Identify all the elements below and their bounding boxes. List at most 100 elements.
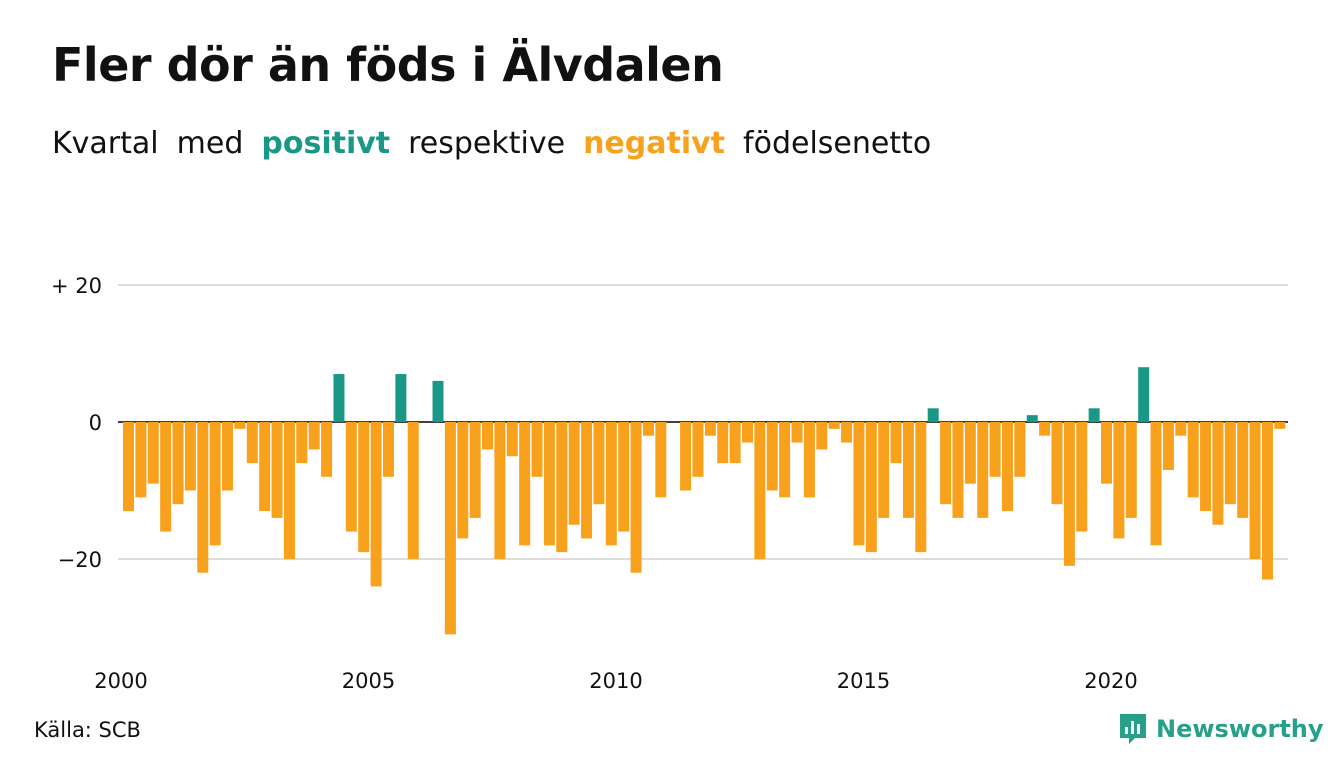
bar-negative [729, 422, 741, 464]
brand-name: Newsworthy [1156, 715, 1324, 743]
bar-negative [271, 422, 283, 518]
bar-negative [1187, 422, 1199, 498]
subtitle-part-2: med [176, 126, 244, 161]
x-tick-label: 2000 [94, 669, 147, 693]
bar-negative [259, 422, 271, 512]
bar-negative [865, 422, 877, 553]
bar-negative [581, 422, 593, 539]
bar-negative [147, 422, 159, 484]
bar-negative [283, 422, 295, 559]
bar-negative [234, 422, 246, 429]
bar-negative [209, 422, 221, 546]
bar-negative [853, 422, 865, 546]
subtitle-part-3: respektive [408, 126, 566, 161]
bar-negative [618, 422, 630, 532]
bar-negative [1150, 422, 1162, 546]
bar-positive [1026, 415, 1038, 422]
bar-negative [469, 422, 481, 518]
bar-negative [1224, 422, 1236, 505]
subtitle-positive-word: positivt [261, 126, 391, 161]
bar-negative [568, 422, 580, 525]
bar-negative [482, 422, 494, 450]
subtitle-part-1: Kvartal [52, 126, 159, 161]
bar-negative [803, 422, 815, 498]
bar-negative [184, 422, 196, 491]
bar-positive [1138, 367, 1150, 422]
bar-negative [1101, 422, 1113, 484]
bar-negative [370, 422, 382, 587]
bar-negative [1237, 422, 1249, 518]
bar-negative [506, 422, 518, 457]
bar-negative [135, 422, 147, 498]
y-tick-label: + 20 [51, 274, 102, 298]
bar-negative [321, 422, 333, 477]
bars [123, 367, 1286, 635]
bar-negative [828, 422, 840, 429]
bar-negative [531, 422, 543, 477]
bar-negative [222, 422, 234, 491]
y-tick-label: 0 [89, 411, 102, 435]
bar-negative [407, 422, 419, 559]
bar-negative [197, 422, 209, 573]
bar-negative [160, 422, 172, 532]
bar-negative [1175, 422, 1187, 436]
bar-negative [1113, 422, 1125, 539]
bar-negative [642, 422, 654, 436]
bar-negative [680, 422, 692, 491]
bar-negative [717, 422, 729, 464]
grid-lines [118, 284, 1288, 560]
bar-negative [989, 422, 1001, 477]
bar-negative [915, 422, 927, 553]
bar-negative [692, 422, 704, 477]
bar-negative [1274, 422, 1286, 429]
bar-negative [766, 422, 778, 491]
bar-negative [1014, 422, 1026, 477]
bar-positive [333, 374, 345, 422]
bar-negative [1076, 422, 1088, 532]
bar-negative [1001, 422, 1013, 512]
bar-negative [742, 422, 753, 443]
bar-negative [940, 422, 952, 505]
bar-negative [841, 422, 853, 443]
y-axis-tick-labels: + 20 0 −20 [51, 274, 102, 572]
bar-negative [902, 422, 914, 518]
bar-negative [1261, 422, 1273, 580]
x-tick-label: 2020 [1084, 669, 1137, 693]
bar-negative [457, 422, 469, 539]
bar-negative [246, 422, 258, 464]
bar-negative [977, 422, 989, 518]
bar-negative [952, 422, 964, 518]
bar-negative [1249, 422, 1261, 559]
bar-negative [358, 422, 370, 553]
bar-positive [927, 408, 939, 422]
chart-title: Fler dör än föds i Älvdalen [52, 38, 724, 92]
bar-negative [1051, 422, 1063, 505]
bar-negative [630, 422, 642, 573]
bar-negative [123, 422, 134, 512]
bar-negative [1125, 422, 1137, 518]
bar-negative [1162, 422, 1174, 470]
bar-negative [964, 422, 976, 484]
chart-subtitle: Kvartal med positivt respektive negativt föde… [52, 126, 949, 161]
bar-negative [791, 422, 803, 443]
bar-negative [382, 422, 394, 477]
bar-negative [345, 422, 357, 532]
bar-negative [816, 422, 828, 450]
bar-negative [754, 422, 766, 559]
bar-negative [890, 422, 902, 464]
bar-negative [1063, 422, 1075, 566]
bar-negative [779, 422, 791, 498]
bar-negative [655, 422, 667, 498]
bar-negative [543, 422, 555, 546]
x-tick-label: 2005 [342, 669, 395, 693]
bar-negative [519, 422, 531, 546]
bar-negative [1039, 422, 1051, 436]
source-note: Källa: SCB [34, 718, 141, 742]
bar-negative [704, 422, 716, 436]
bar-positive [1088, 408, 1100, 422]
subtitle-negative-word: negativt [583, 126, 726, 161]
bar-negative [878, 422, 890, 518]
bar-negative [605, 422, 617, 546]
x-axis-tick-labels: 2000 2005 2010 2015 2020 [94, 669, 1137, 693]
